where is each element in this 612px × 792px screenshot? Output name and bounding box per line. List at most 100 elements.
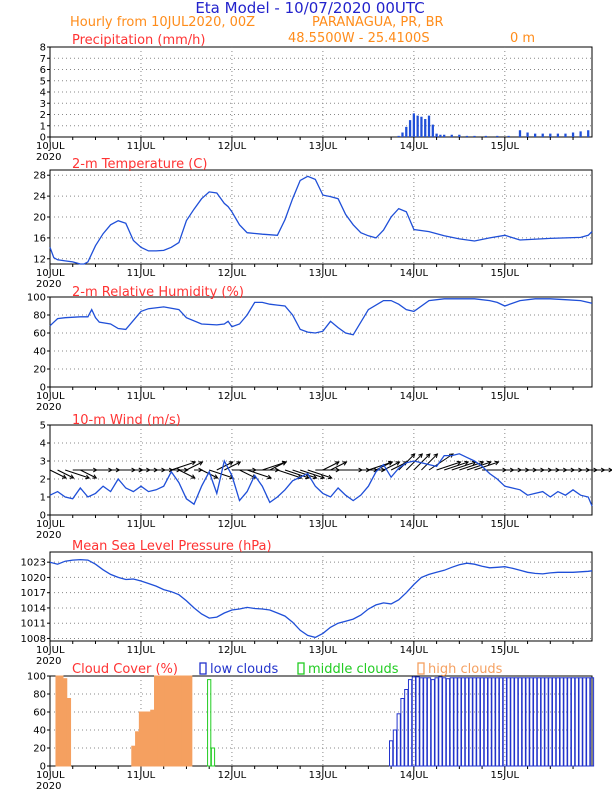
cloud-bar-low-clouds [411,676,416,767]
cloud-bar-high-clouds [135,731,140,767]
wind-arrowhead [190,474,196,479]
cloud-bar-high-clouds [154,675,159,767]
legend-label: high clouds [428,662,503,677]
cloud-bar-low-clouds [570,677,576,767]
wind-arrow [216,461,233,471]
cloud-bar-low-clouds [529,677,534,767]
wind-arrow [284,469,310,479]
wind-arrow [330,461,347,471]
wind-arrow [474,461,499,471]
precip-bar [420,116,423,137]
cloud-bar-high-clouds [184,675,189,767]
y-tick-label: 28 [33,171,46,182]
cloud-bar-high-clouds [138,711,144,767]
cloud-bar-high-clouds [176,675,181,767]
x-tick-label: 10JUL [36,519,65,530]
x-tick-label: 11JUL [127,268,156,279]
wind-arrowhead [494,460,500,466]
x-tick-label: 15JUL [491,519,520,530]
wind-arrowhead [304,474,310,480]
precip-bar [473,135,476,137]
cloud-bar-low-clouds [430,679,435,767]
wind-arrowhead [456,460,462,466]
precip-bar [496,135,499,137]
wind-arrowhead [464,460,470,466]
wind-arrowhead [267,474,273,480]
legend-label: low clouds [210,662,279,677]
wind-arrowhead [410,453,416,458]
wind-arrow [57,469,74,479]
cloud-bar-high-clouds [157,675,163,767]
wind-arrow [292,469,317,479]
y-tick-label: 80 [33,690,46,701]
cloud-bar-low-clouds [540,677,545,767]
cloud-bar-low-clouds [548,677,553,767]
precip-bar [556,133,560,137]
series-line [49,298,593,336]
y-tick-label: 1 [40,493,46,504]
cloud-bar-low-clouds [586,677,591,767]
wind-arrowhead [281,461,287,466]
cloud-bar-low-clouds [434,677,439,767]
precip-bar [507,135,510,137]
cloud-bar-low-clouds [476,677,481,767]
x-tick-label: 12JUL [218,391,247,402]
panel-title: Cloud Cover (%) [72,662,178,677]
cloud-bar-low-clouds [521,677,526,767]
x-tick-label: 12JUL [218,519,247,530]
panel-title: 2-m Temperature (C) [72,157,207,172]
x-tick-label: 14JUL [400,519,429,530]
precip-bar [397,135,400,137]
cloud-bar-low-clouds [589,677,595,767]
y-tick-label: 100 [27,293,46,304]
wind-arrow [269,461,287,471]
y-tick-label: 40 [33,726,46,737]
x-year-label: 2020 [36,781,61,792]
precip-bar [534,133,537,137]
cloud-bar-low-clouds [517,677,523,767]
x-tick-label: 10JUL [36,141,65,152]
y-tick-label: 0 [40,511,46,522]
y-tick-label: 1020 [21,573,46,584]
cloud-bar-low-clouds [533,677,538,767]
y-tick-label: 2 [40,110,46,121]
cloud-bar-low-clouds [491,677,496,767]
cloud-bar-low-clouds [423,677,428,767]
cloud-bar-low-clouds [468,677,473,767]
panel-frame [49,169,593,265]
wind-arrow [428,453,454,471]
y-tick-label: 7 [40,54,46,65]
cloud-bar-low-clouds [396,713,401,767]
cloud-bar-low-clouds [445,678,451,767]
precip-bar [424,119,427,137]
y-tick-label: 80 [33,311,46,322]
y-tick-label: 20 [33,213,46,224]
x-tick-label: 15JUL [491,645,520,656]
wind-arrowhead [395,461,401,466]
panel-frame [49,296,593,388]
wind-arrowhead [327,474,333,480]
wind-arrowhead [425,453,431,458]
cloud-bar-low-clouds [457,677,462,767]
cloud-bar-high-clouds [165,675,170,767]
cloud-bar-low-clouds [567,677,572,767]
x-year-label: 2020 [36,402,61,413]
cloud-bar-low-clouds [389,740,394,767]
x-tick-label: 12JUL [218,770,247,781]
wind-arrow [178,469,196,479]
wind-arrow [186,461,203,471]
wind-arrow [80,469,97,479]
wind-arrow [413,453,431,471]
cloud-bar-low-clouds [525,677,530,767]
x-tick-label: 11JUL [127,645,156,656]
wind-arrow [322,461,340,471]
cloud-bar-low-clouds [404,689,409,767]
y-tick-label: 24 [33,192,46,203]
y-tick-label: 5 [40,76,46,87]
wind-arrowhead [320,474,326,480]
panel-6: 0 20 40 60 80 100 10JUL 11JUL 12JUL 13JUL 14JUL 15J… [27,662,595,792]
wind-arrowhead [191,460,197,466]
panel-2: 12 16 20 24 28 10JUL 11JUL 12JUL 13JUL 14JUL 15JUL… [33,157,593,290]
precip-bar [431,124,434,137]
header-title: Eta Model - 10/07/2020 00UTC [195,0,424,17]
